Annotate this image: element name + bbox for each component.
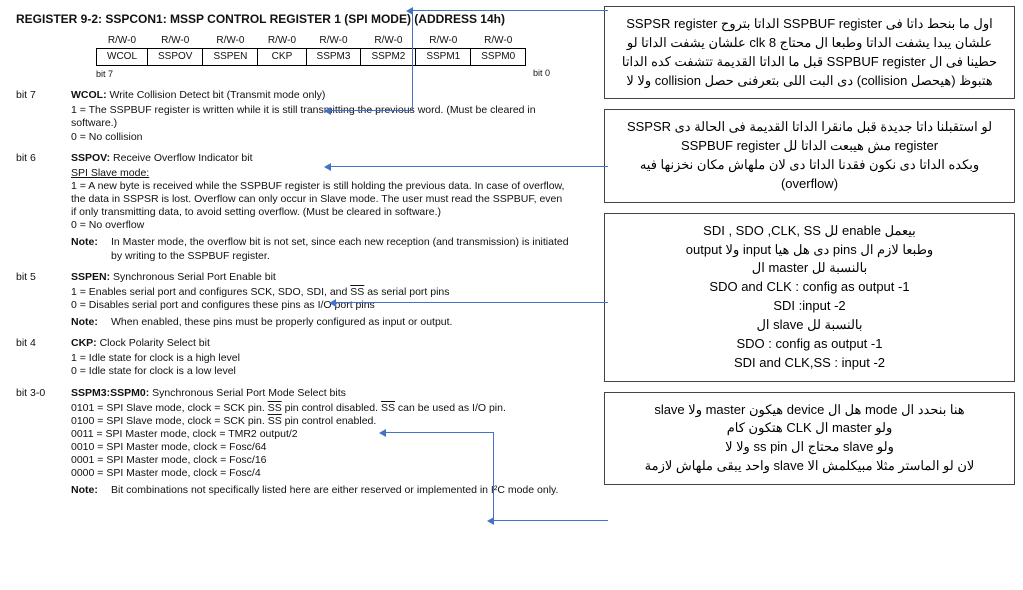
bit4-block: bit 4 CKP: Clock Polarity Select bit 1 =… xyxy=(16,337,590,378)
callout-text: وبكده الداتا دى نكون فقدنا الداتا دى لان… xyxy=(615,156,1004,194)
bit5-block: bit 5 SSPEN: Synchronous Serial Port Ena… xyxy=(16,271,590,330)
bit7-name: WCOL: xyxy=(71,89,107,101)
bit4-val0: 0 = Idle state for clock is a low level xyxy=(71,365,570,378)
bit7-val1: 1 = The SSPBUF register is written while… xyxy=(71,104,570,130)
connector-line xyxy=(493,432,494,520)
bit5-name: SSPEN: xyxy=(71,271,110,283)
callout-text: ولو slave محتاج ال ss pin ولا لا xyxy=(615,438,1004,457)
bit-cell: SSPM3 xyxy=(306,48,361,66)
bit30-note: Bit combinations not specifically listed… xyxy=(111,484,570,497)
bit6-desc: Receive Overflow Indicator bit xyxy=(110,152,252,164)
bit-cell: SSPM2 xyxy=(361,48,416,66)
bit30-desc: Synchronous Serial Port Mode Select bits xyxy=(149,387,346,399)
callout-text: لو استقبلنا داتا جديدة قبل مانقرا الداتا… xyxy=(615,118,1004,156)
bit30-r2: 0100 = SPI Slave mode, clock = SCK pin. … xyxy=(71,415,570,428)
connector-line xyxy=(412,10,608,11)
bit0-label: bit 0 xyxy=(533,68,550,79)
bit-label: bit 5 xyxy=(16,271,71,330)
callout-text: بيعمل enable لل SDI , SDO ,CLK, SS xyxy=(615,222,1004,241)
callout-sspov: لو استقبلنا داتا جديدة قبل مانقرا الداتا… xyxy=(604,109,1015,202)
bit5-desc: Synchronous Serial Port Enable bit xyxy=(110,271,276,283)
bit30-r6: 0000 = SPI Master mode, clock = Fosc/4 xyxy=(71,467,570,480)
bit6-note: In Master mode, the overflow bit is not … xyxy=(111,236,570,262)
rw-cell: R/W-0 xyxy=(203,33,258,48)
bit30-block: bit 3-0 SSPM3:SSPM0: Synchronous Serial … xyxy=(16,387,590,498)
bit30-r3: 0011 = SPI Master mode, clock = TMR2 out… xyxy=(71,428,570,441)
connector-line xyxy=(412,10,413,110)
bit-cell: SSPOV xyxy=(148,48,203,66)
register-title: REGISTER 9-2: SSPCON1: MSSP CONTROL REGI… xyxy=(16,12,590,27)
bit5-val1: 1 = Enables serial port and configures S… xyxy=(71,286,570,299)
bit-cell: SSPM1 xyxy=(416,48,471,66)
note-label: Note: xyxy=(71,484,111,497)
bit6-subhead: SPI Slave mode: xyxy=(71,167,570,180)
bit6-block: bit 6 SSPOV: Receive Overflow Indicator … xyxy=(16,152,590,263)
rw-cell: R/W-0 xyxy=(361,33,416,48)
bit30-r1: 0101 = SPI Slave mode, clock = SCK pin. … xyxy=(71,402,570,415)
bit-cell: CKP xyxy=(258,48,306,66)
connector-arrow xyxy=(335,302,608,303)
connector-arrow xyxy=(330,110,412,111)
bit4-desc: Clock Polarity Select bit xyxy=(97,337,210,349)
callout-text: 1- SDO and CLK : config as output xyxy=(615,278,1004,297)
bit7-block: bit 7 WCOL: Write Collision Detect bit (… xyxy=(16,89,590,144)
callout-text: وطبعا لازم ال pins دى هل هيا input ولا o… xyxy=(615,241,1004,260)
callout-sspm: هنا بنحدد ال mode هل ال device هيكون mas… xyxy=(604,392,1015,485)
bit-cell: WCOL xyxy=(97,48,148,66)
bit-cell: SSPM0 xyxy=(471,48,526,66)
callout-text: اول ما بنحط داتا فى SSPBUF register الدا… xyxy=(615,15,1004,90)
callout-text: 2- SDI and CLK,SS : input xyxy=(615,354,1004,373)
bit5-note: When enabled, these pins must be properl… xyxy=(111,316,570,329)
callout-text: ولو master ال CLK هتكون كام xyxy=(615,419,1004,438)
rw-cell: R/W-0 xyxy=(471,33,526,48)
callout-text: بالنسبة لل master ال xyxy=(615,259,1004,278)
bit-label: bit 6 xyxy=(16,152,71,263)
bit4-val1: 1 = Idle state for clock is a high level xyxy=(71,352,570,365)
bit7-label: bit 7 xyxy=(96,69,113,79)
rw-cell: R/W-0 xyxy=(148,33,203,48)
annotations-panel: اول ما بنحط داتا فى SSPBUF register الدا… xyxy=(600,0,1023,590)
bit-cell: SSPEN xyxy=(203,48,258,66)
datasheet-panel: REGISTER 9-2: SSPCON1: MSSP CONTROL REGI… xyxy=(0,0,600,590)
callout-text: 1- SDO : config as output xyxy=(615,335,1004,354)
connector-line xyxy=(493,520,608,521)
note-label: Note: xyxy=(71,316,111,329)
rw-cell: R/W-0 xyxy=(97,33,148,48)
callout-wcol: اول ما بنحط داتا فى SSPBUF register الدا… xyxy=(604,6,1015,99)
bit-header-table: R/W-0 R/W-0 R/W-0 R/W-0 R/W-0 R/W-0 R/W-… xyxy=(96,33,526,66)
bit5-val0: 0 = Disables serial port and configures … xyxy=(71,299,570,312)
bit7-val0: 0 = No collision xyxy=(71,131,570,144)
bit30-name: SSPM3:SSPM0: xyxy=(71,387,149,399)
bit6-val1: 1 = A new byte is received while the SSP… xyxy=(71,180,570,219)
bit7-desc: Write Collision Detect bit (Transmit mod… xyxy=(107,89,326,101)
callout-text: هنا بنحدد ال mode هل ال device هيكون mas… xyxy=(615,401,1004,420)
bit6-name: SSPOV: xyxy=(71,152,110,164)
bit4-name: CKP: xyxy=(71,337,97,349)
rw-cell: R/W-0 xyxy=(416,33,471,48)
note-label: Note: xyxy=(71,236,111,262)
callout-text: بالنسبة لل slave ال xyxy=(615,316,1004,335)
callout-text: 2- SDI :input xyxy=(615,297,1004,316)
bit30-r5: 0001 = SPI Master mode, clock = Fosc/16 xyxy=(71,454,570,467)
callout-text: لان لو الماستر مثلا مبيكلمش الا slave وا… xyxy=(615,457,1004,476)
connector-arrow xyxy=(330,166,608,167)
bit-label: bit 4 xyxy=(16,337,71,378)
bit30-r4: 0010 = SPI Master mode, clock = Fosc/64 xyxy=(71,441,570,454)
bit-label: bit 3-0 xyxy=(16,387,71,498)
bit6-val0: 0 = No overflow xyxy=(71,219,570,232)
callout-sspen: بيعمل enable لل SDI , SDO ,CLK, SS وطبعا… xyxy=(604,213,1015,382)
bit-label: bit 7 xyxy=(16,89,71,144)
rw-cell: R/W-0 xyxy=(258,33,306,48)
connector-arrow xyxy=(385,432,493,433)
rw-cell: R/W-0 xyxy=(306,33,361,48)
